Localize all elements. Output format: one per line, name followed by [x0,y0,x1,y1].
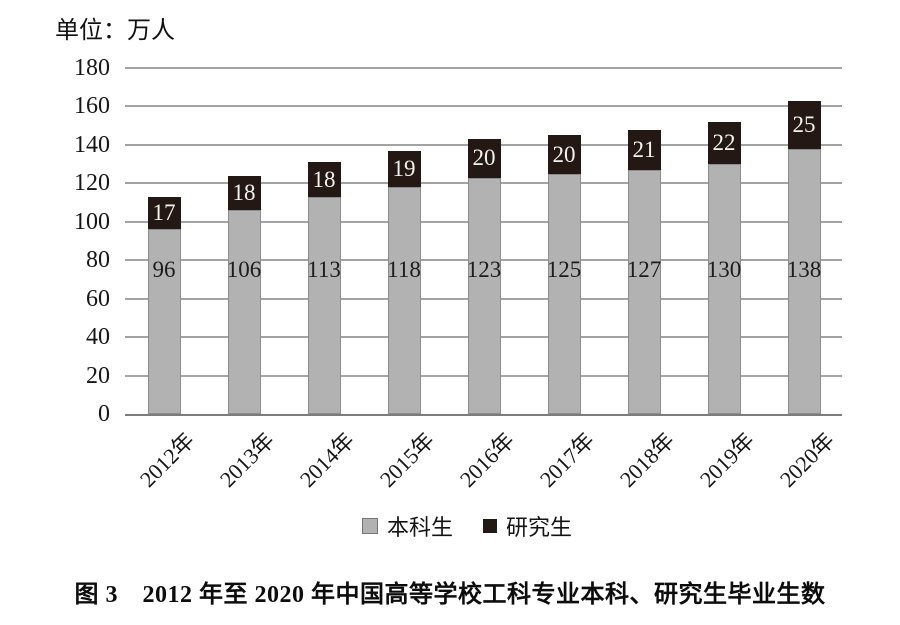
y-axis-tick-label-40: 40 [86,324,110,351]
undergrad-value-label: 123 [466,257,502,282]
x-axis-label: 2018年 [614,427,680,492]
bar-undergrad-segment [627,169,661,414]
x-axis-label: 2013年 [214,427,280,492]
undergrad-value-label: 96 [152,257,176,282]
bar-grad-segment: 20 [547,135,581,174]
y-axis-tick-label-0: 0 [98,401,110,427]
x-axis-label: 2012年 [134,427,200,492]
bar-undergrad-segment [227,210,261,414]
undergrad-value-label: 138 [786,257,822,282]
y-axis-tick-label-120: 120 [74,170,110,197]
y-axis-tick-label-160: 160 [74,93,110,120]
legend-swatch-grad-icon [483,519,497,533]
x-axis-label: 2014年 [294,427,360,492]
x-axis-label: 2017年 [534,427,600,492]
legend-item-undergrad: 本科生 [361,510,453,542]
undergrad-value-label: 118 [387,257,421,282]
x-axis-label: 2016年 [454,427,520,492]
bar-grad-segment: 18 [227,175,261,211]
x-axis-label: 2019年 [694,427,760,492]
x-axis-label: 2020年 [774,427,840,492]
y-axis-tick-label-80: 80 [86,247,110,274]
plot-area: 17 96 18 106 18 113 19 118 20 123 20 125 21 127 22 130 2… [125,67,842,416]
gridline-180 [125,67,842,69]
bar-grad-segment: 18 [307,162,341,197]
undergrad-value-label: 106 [226,257,262,282]
legend-label-undergrad: 本科生 [386,515,453,540]
undergrad-value-label: 127 [626,257,662,282]
bar-grad-segment: 20 [467,139,501,178]
undergrad-value-label: 125 [546,257,582,282]
legend: 本科生 研究生 [0,510,900,542]
bar-undergrad-segment [307,196,341,414]
bar-grad-segment: 22 [707,121,741,165]
undergrad-value-label: 130 [706,257,742,282]
bar-grad-segment: 25 [787,100,821,149]
bar-undergrad-segment [547,173,581,414]
legend-item-grad: 研究生 [483,510,572,542]
bar-grad-segment: 17 [147,196,181,230]
legend-label-grad: 研究生 [506,515,573,540]
bar-grad-segment: 19 [387,150,421,188]
bar-undergrad-segment [387,187,421,414]
bar-undergrad-segment [787,148,821,414]
figure-caption: 图 3 2012 年至 2020 年中国高等学校工科专业本科、研究生毕业生数 [74,582,826,608]
bar-grad-segment: 21 [627,129,661,170]
bar-undergrad-segment [707,164,741,414]
bar-undergrad-segment [467,177,501,414]
y-axis-tick-label-20: 20 [86,362,110,389]
gridline-160 [125,105,842,108]
x-axis-label: 2015年 [374,427,440,492]
y-axis-tick-label-180: 180 [74,55,110,81]
y-axis-tick-label-100: 100 [74,208,110,235]
undergrad-value-label: 113 [307,257,341,282]
legend-swatch-undergrad-icon [361,518,378,534]
bar-undergrad-segment [147,229,181,414]
y-axis-tick-label-140: 140 [74,131,110,158]
y-axis-tick-label-60: 60 [86,285,110,312]
unit-label: 单位：万人 [55,18,175,44]
